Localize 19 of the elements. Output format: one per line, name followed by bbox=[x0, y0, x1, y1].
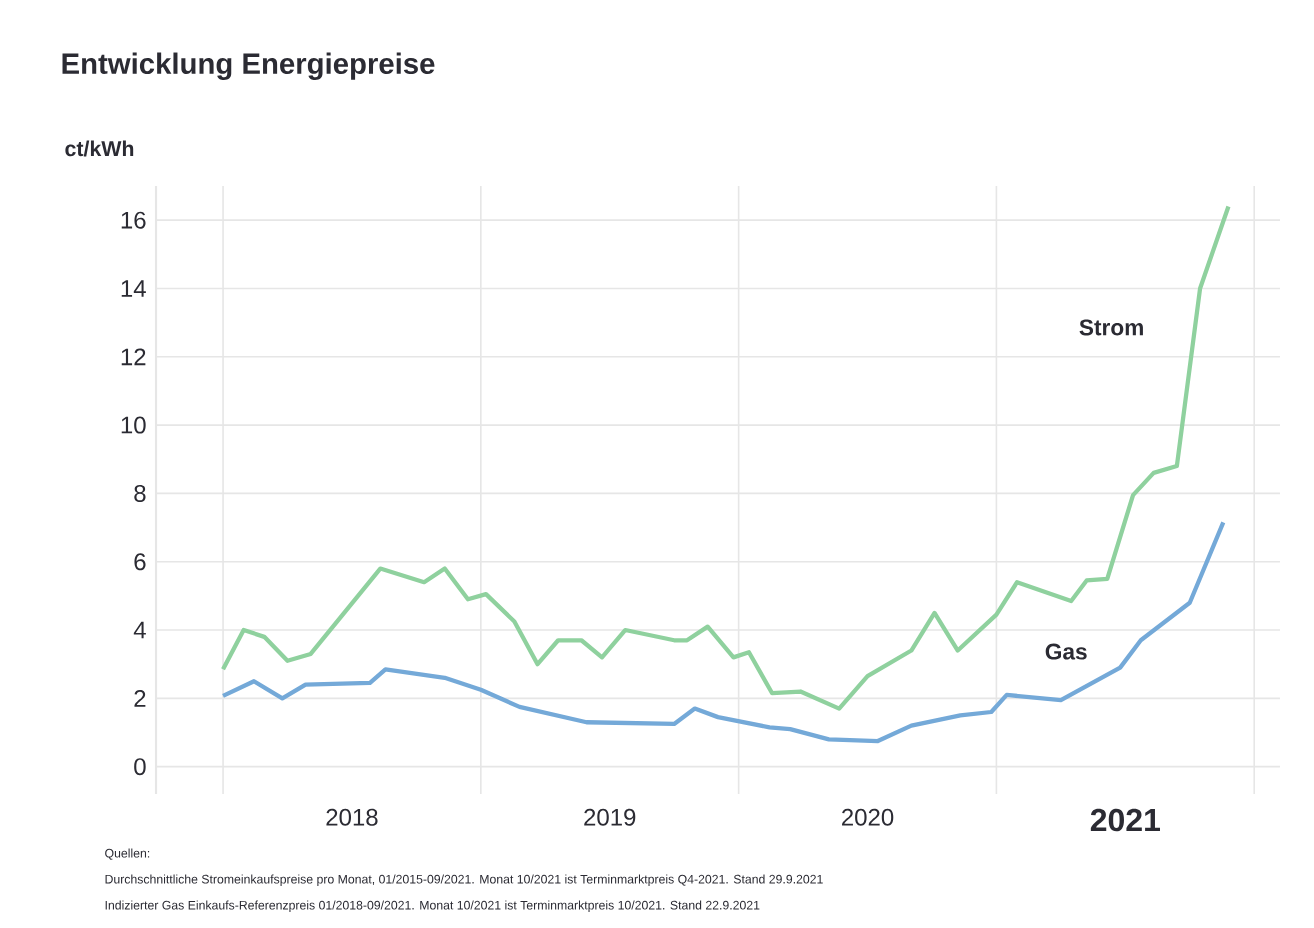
y-tick-label: 6 bbox=[134, 553, 146, 571]
chart-title: Entwicklung Energiepreise bbox=[62, 52, 435, 81]
y-tick-label: 4 bbox=[133, 621, 146, 639]
line-series bbox=[220, 204, 1231, 711]
x-tick-label: 2019 bbox=[584, 808, 636, 826]
y-tick-label: 12 bbox=[121, 348, 146, 366]
y-tick-label: 2 bbox=[134, 689, 146, 707]
y-tick-label: 14 bbox=[121, 280, 146, 297]
x-tick-label: 2020 bbox=[842, 808, 894, 826]
y-tick-label: 10 bbox=[121, 416, 146, 434]
line-series bbox=[220, 520, 1226, 744]
y-tick-label: 0 bbox=[134, 758, 146, 776]
x-tick-label: 2018 bbox=[326, 808, 378, 826]
y-tick-label: 8 bbox=[134, 484, 146, 502]
y-tick-label: 16 bbox=[121, 211, 146, 229]
series-label: Gas bbox=[1045, 643, 1087, 660]
text: Strom bbox=[1079, 319, 1143, 336]
y-axis-title: ct/kWh bbox=[65, 140, 134, 157]
x-tick-label: 2021 bbox=[1090, 808, 1160, 832]
